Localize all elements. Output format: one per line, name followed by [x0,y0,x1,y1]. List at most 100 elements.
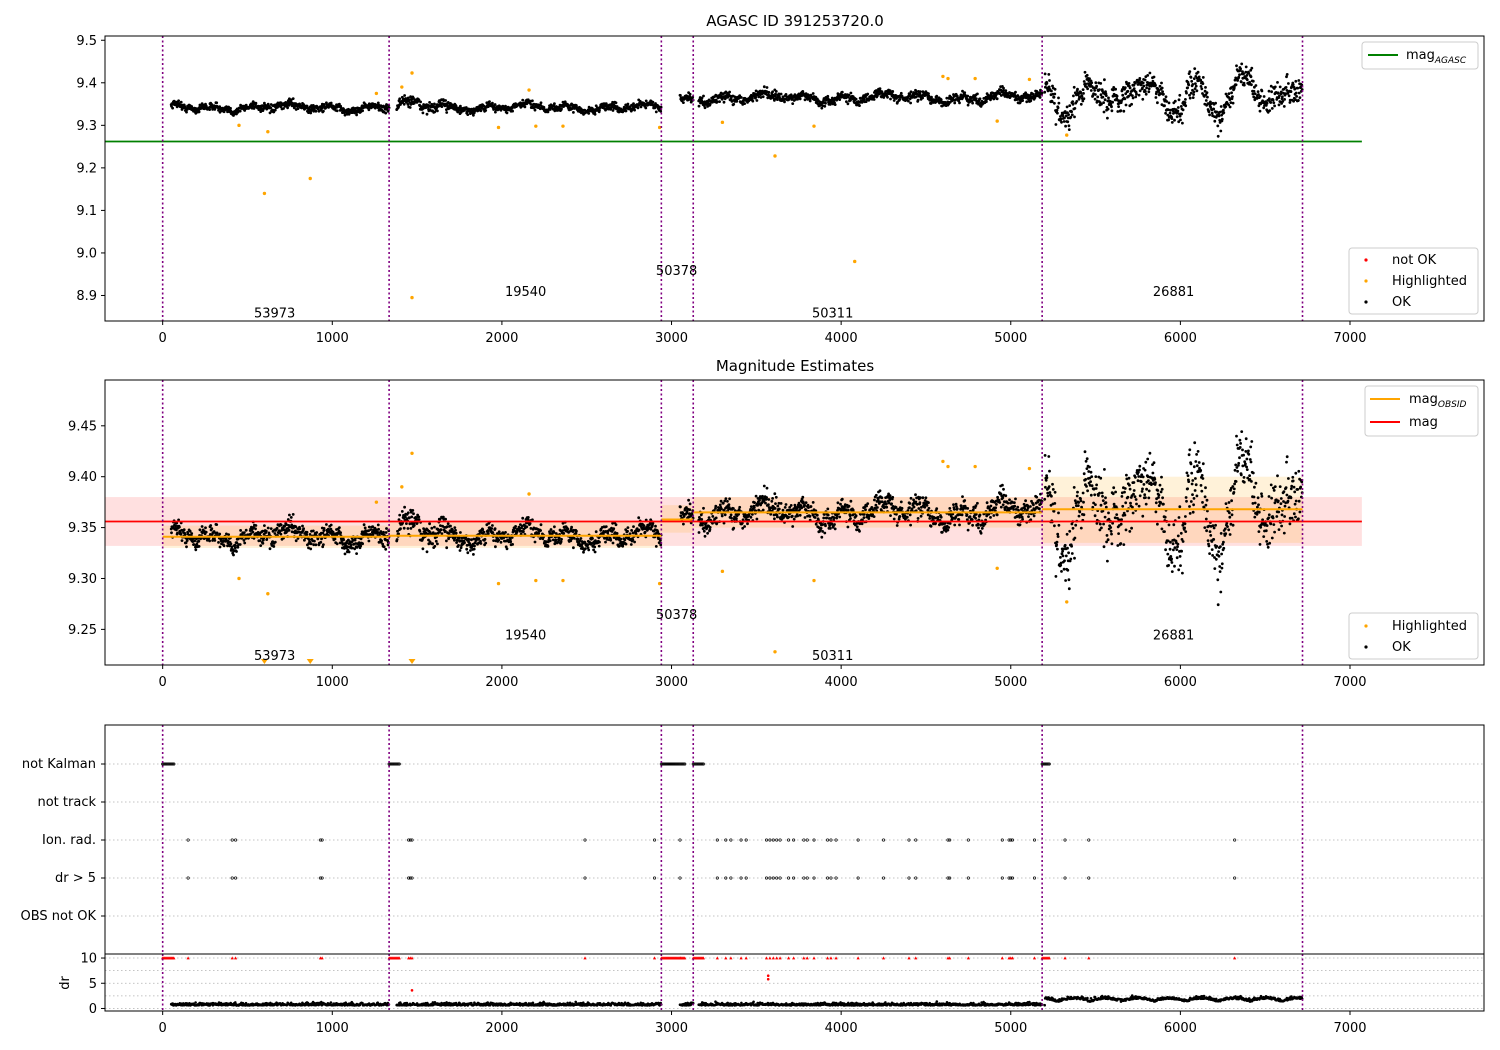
ok-point [803,503,806,507]
ok-point [486,105,490,108]
ok-point [1148,71,1152,75]
ok-point [1021,99,1024,102]
ok-point [1170,117,1174,120]
ok-point [367,525,371,529]
ok-point [182,528,186,532]
ok-point [1296,86,1300,90]
ok-point [403,505,406,509]
ok-point [594,530,598,534]
ok-point [493,103,497,106]
ok-point [1262,95,1266,98]
ok-point [1173,118,1176,122]
ok-point [858,104,861,107]
ok-point [822,516,826,520]
ok-point [833,103,837,106]
ok-point [702,94,705,98]
ok-point [604,540,607,544]
ok-point [215,531,219,535]
ok-point [963,91,967,95]
ok-point [1265,101,1269,105]
ok-point [1259,94,1262,98]
ok-point [1281,95,1284,99]
ok-point [584,547,587,551]
ok-point [562,532,566,535]
ok-point [482,530,486,534]
ok-point [833,523,836,526]
ok-point [1082,92,1085,95]
ok-point [787,515,790,519]
ok-point [1163,104,1166,108]
highlighted-point [946,76,950,81]
ok-point [1258,109,1262,113]
ok-point [770,499,774,503]
ok-point [400,510,404,513]
ok-point [178,525,181,529]
ok-point [762,484,766,488]
ok-point [873,498,876,502]
ok-point [1098,88,1101,91]
ok-point [1119,109,1123,113]
ok-point [914,95,918,99]
ok-point [1186,86,1189,90]
ok-point [549,528,553,531]
ok-point [928,517,932,520]
ok-point [492,108,495,111]
ok-point [361,542,364,546]
ok-point [682,101,685,104]
ok-point [636,106,640,110]
x-tick-label: 1000 [316,331,349,346]
ok-point [419,100,422,104]
ok-point [1191,83,1195,86]
ok-point [1062,120,1066,123]
ok-point [819,527,823,530]
ok-point [866,502,870,505]
ok-point [335,542,339,546]
ok-point [1071,102,1075,106]
ok-point [706,531,709,535]
ok-point [572,546,575,550]
ok-point [582,550,585,554]
ok-point [406,527,410,530]
ok-point [1297,79,1301,82]
ok-point [1251,79,1255,83]
ok-point [1014,90,1017,94]
y-tick-label: 9.1 [76,204,97,219]
highlighted-point [400,85,404,89]
ok-point [815,513,819,517]
ok-point [924,496,928,500]
ok-point [1199,85,1203,88]
ok-point [1188,70,1192,73]
ok-point [849,98,852,102]
ok-point [838,515,842,519]
ok-point [939,98,943,102]
ok-point [433,102,436,106]
ok-point [889,97,892,101]
ok-point [753,501,756,504]
ok-point [171,106,175,110]
ok-point [361,109,364,113]
ok-point [916,98,920,102]
ok-point [814,522,818,526]
highlighted-point [308,176,312,181]
ok-point [339,531,342,535]
ok-point [232,553,235,557]
ok-point [296,107,300,110]
ok-point [971,101,974,105]
ok-point [773,517,776,521]
ok-point [1110,109,1114,113]
ok-point [809,505,813,508]
ok-point [1230,91,1233,95]
ok-point [729,513,733,517]
ok-point [433,525,436,529]
ok-point [697,104,701,108]
ok-point [905,515,909,519]
ok-point [598,108,601,112]
ok-point [1219,105,1223,108]
ok-point [294,539,298,543]
ok-point [200,525,204,528]
ok-point [491,531,495,534]
ok-point [1207,110,1211,114]
ok-point [781,95,785,99]
ok-point [612,527,616,530]
ok-point [1217,114,1221,118]
